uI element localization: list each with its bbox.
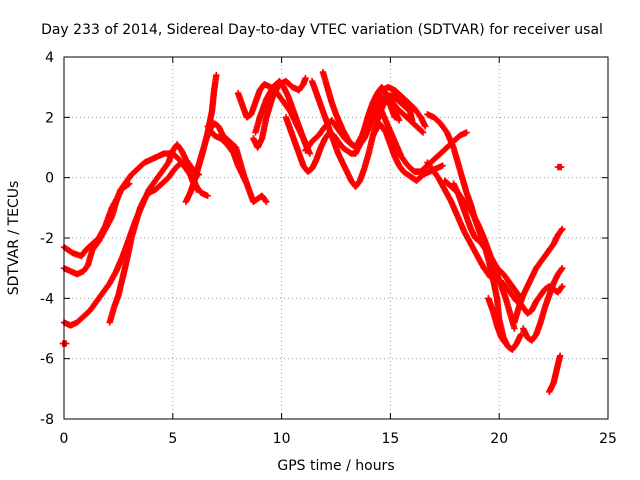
- data-point-plus-marker: [418, 128, 426, 135]
- data-series-track: [252, 77, 314, 157]
- x-tick-label: 5: [168, 431, 177, 447]
- data-series-track: [519, 264, 566, 344]
- y-tick-label: -4: [40, 291, 54, 307]
- data-point-plus-marker: [262, 197, 269, 204]
- data-series-track: [60, 180, 133, 278]
- x-axis-tick-labels: 0 5 10 15 20 25: [60, 431, 617, 447]
- data-series-track: [515, 283, 566, 317]
- data-point-plus-marker: [263, 198, 270, 205]
- data-point-plus-marker: [306, 150, 314, 157]
- data-series-track: [319, 68, 429, 151]
- data-point-plus-marker: [439, 162, 446, 169]
- data-point-plus-marker: [419, 129, 427, 136]
- data-series-track: [378, 108, 470, 175]
- data-point-plus-marker: [126, 180, 133, 187]
- y-tick-label: -2: [40, 231, 54, 247]
- data-point-plus-marker: [559, 264, 566, 272]
- data-point-plus-marker: [558, 226, 565, 234]
- data-series-track: [485, 295, 509, 347]
- data-point-plus-marker: [511, 325, 518, 332]
- x-tick-label: 25: [599, 431, 617, 447]
- data-point-plus-marker: [302, 74, 309, 82]
- plot-frame: [63, 56, 609, 420]
- data-series-track: [546, 352, 564, 396]
- data-series-track: [450, 180, 518, 332]
- data-point-plus-marker: [559, 225, 566, 233]
- x-axis-title: GPS time / hours: [277, 458, 394, 474]
- data-series-track: [59, 340, 70, 347]
- data-series-track: [554, 163, 565, 171]
- y-axis-tick-labels: -8 -6 -4 -2 0 2 4: [40, 50, 54, 428]
- data-point-plus-marker: [558, 284, 565, 291]
- data-series-track: [424, 159, 520, 305]
- data-point-plus-marker: [559, 283, 566, 290]
- y-tick-label: 0: [45, 171, 54, 187]
- data-point-plus-marker: [422, 123, 429, 130]
- data-series-track: [250, 74, 309, 151]
- data-point-plus-marker: [502, 340, 509, 347]
- y-axis-title: SDTVAR / TECUs: [6, 181, 22, 296]
- x-tick-label: 15: [381, 431, 399, 447]
- data-point-plus-marker: [204, 192, 211, 199]
- data-series: [59, 68, 566, 396]
- y-tick-label: -8: [40, 412, 54, 428]
- data-point-plus-marker: [558, 163, 565, 171]
- y-tick-label: 2: [45, 110, 54, 126]
- y-tick-label: -6: [40, 352, 54, 368]
- data-point-plus-marker: [407, 107, 415, 114]
- data-point-plus-marker: [408, 108, 416, 115]
- x-tick-label: 20: [490, 431, 508, 447]
- x-tick-label: 10: [273, 431, 291, 447]
- y-tick-label: 4: [45, 50, 54, 66]
- data-series-track: [441, 177, 525, 302]
- data-series-track: [389, 90, 416, 115]
- data-point-plus-marker: [391, 114, 398, 121]
- data-point-plus-marker: [501, 339, 509, 346]
- data-point-plus-marker: [558, 266, 565, 273]
- data-point-plus-marker: [463, 129, 470, 136]
- x-tick-label: 0: [60, 431, 69, 447]
- data-point-plus-marker: [408, 117, 416, 124]
- data-point-plus-marker: [395, 117, 403, 124]
- data-point-plus-marker: [193, 186, 200, 193]
- data-series-track: [282, 83, 403, 175]
- data-point-plus-marker: [512, 296, 519, 304]
- data-point-plus-marker: [243, 180, 250, 187]
- data-point-plus-marker: [556, 352, 564, 359]
- data-series-track: [204, 123, 250, 187]
- chart-title: Day 233 of 2014, Sidereal Day-to-day VTE…: [41, 22, 603, 38]
- data-point-plus-marker: [213, 71, 220, 79]
